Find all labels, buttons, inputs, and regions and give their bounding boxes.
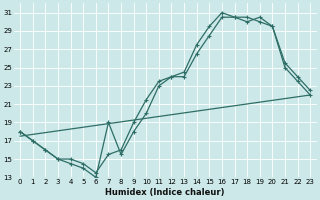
X-axis label: Humidex (Indice chaleur): Humidex (Indice chaleur): [106, 188, 225, 197]
